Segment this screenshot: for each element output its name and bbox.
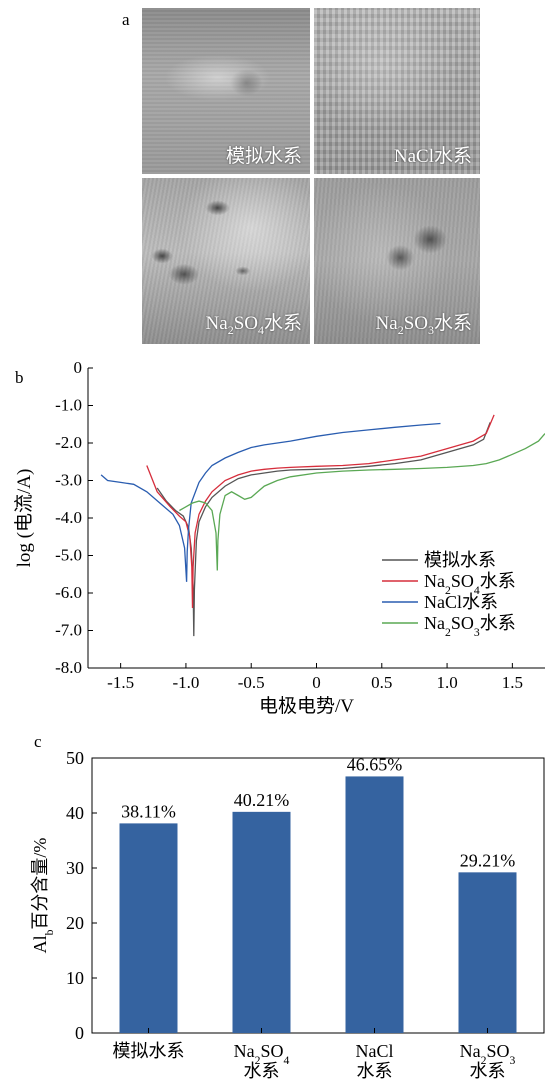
photo-label: Na2SO4水系 [206, 308, 302, 338]
alb-content-bar-chart: 0102030405038.11%模拟水系40.21%Na2SO4水系46.65… [30, 748, 545, 1081]
y-tick-label: 10 [66, 968, 84, 988]
label-part: SO [233, 313, 258, 335]
x-tick-label: 水系 [357, 1061, 393, 1081]
legend-label: NaCl水系 [424, 592, 498, 612]
series-line-1 [146, 414, 495, 609]
bar-data-label: 38.11% [121, 801, 176, 821]
photo-na2so3-water: Na2SO3水系 [314, 178, 480, 344]
y-tick-label: 30 [66, 858, 84, 878]
label-part: SO [403, 313, 428, 335]
y-tick-label: -1.0 [55, 396, 82, 415]
x-tick-label: 1.0 [436, 673, 457, 692]
legend-label: Na2SO3水系 [424, 613, 516, 639]
bar-data-label: 29.21% [460, 850, 516, 870]
y-tick-label: 0 [74, 358, 83, 377]
label-part: Na [205, 313, 228, 335]
bar [345, 776, 404, 1033]
x-tick-label: 0.5 [371, 673, 392, 692]
y-tick-label: 0 [75, 1023, 84, 1043]
legend-label: 模拟水系 [424, 550, 496, 570]
series-line-3 [179, 433, 545, 571]
label-subscript: 2 [397, 323, 404, 337]
photo-na2so4-water: Na2SO4水系 [142, 178, 310, 344]
y-tick-label: -8.0 [55, 658, 82, 677]
bar [458, 872, 517, 1033]
polarization-chart: 0 -1.0 -2.0 -3.0 -4.0 -5.0 -6.0 -7.0 -8.0 -1.5 -1.… [13, 358, 545, 717]
photo-label: NaCl水系 [393, 146, 472, 167]
label-part: 水系 [433, 313, 472, 335]
label-subscript: 3 [427, 323, 434, 337]
x-tick-label: 水系 [470, 1061, 506, 1081]
panel-b-letter: b [15, 368, 24, 387]
bar [119, 823, 178, 1033]
x-tick-label: -1.0 [172, 673, 199, 692]
y-tick-label: -3.0 [55, 471, 82, 490]
x-tick-label: 模拟水系 [113, 1041, 185, 1061]
label-subscript: 2 [227, 323, 234, 337]
x-tick-label: NaCl [356, 1041, 394, 1061]
photo-simulated-water: 模拟水系 [142, 8, 310, 174]
panel-c-letter: c [34, 732, 42, 751]
x-axis-label: 电极电势/V [259, 695, 354, 717]
bar-data-label: 46.65% [347, 754, 403, 774]
y-tick-label: -4.0 [55, 508, 82, 527]
x-tick-label: 水系 [244, 1061, 280, 1081]
y-tick-label: -5.0 [55, 546, 82, 565]
x-tick-label: -1.5 [107, 673, 134, 692]
legend-label: Na2SO4水系 [424, 571, 516, 597]
y-tick-label: 50 [66, 748, 84, 768]
y-tick-label: -2.0 [55, 433, 82, 452]
y-axis-label: Alb百分含量/% [30, 838, 56, 954]
photo-label: Na2SO3水系 [376, 308, 472, 338]
x-tick-label: Na2SO3 [460, 1041, 516, 1067]
x-tick-label: 1.5 [502, 673, 523, 692]
y-tick-label: 40 [66, 803, 84, 823]
label-subscript: 4 [257, 323, 264, 337]
y-tick-label: -6.0 [55, 583, 82, 602]
x-tick-label: 0 [312, 673, 321, 692]
y-tick-label: -7.0 [55, 621, 82, 640]
photo-label: 模拟水系 [225, 146, 302, 167]
x-tick-label: -0.5 [238, 673, 265, 692]
series-line-2 [100, 422, 441, 582]
y-axis-label: log (电流/A) [13, 469, 35, 568]
panel-a-letter: a [122, 10, 130, 29]
label-part: 水系 [263, 313, 302, 335]
y-tick-label: 20 [66, 913, 84, 933]
x-tick-label: Na2SO4 [234, 1041, 290, 1067]
bar [232, 811, 291, 1033]
bar-data-label: 40.21% [234, 790, 290, 810]
plot-frame [91, 757, 545, 1034]
photo-nacl-water: NaCl水系 [314, 8, 480, 174]
label-part: Na [375, 313, 398, 335]
